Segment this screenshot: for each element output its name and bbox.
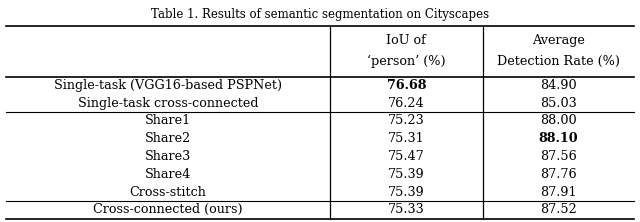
Text: Detection Rate (%): Detection Rate (%) [497, 55, 620, 68]
Text: 75.39: 75.39 [388, 186, 425, 198]
Text: 84.90: 84.90 [540, 79, 577, 92]
Text: Share2: Share2 [145, 132, 191, 145]
Text: Cross-stitch: Cross-stitch [129, 186, 207, 198]
Text: 85.03: 85.03 [540, 97, 577, 110]
Text: 76.68: 76.68 [387, 79, 426, 92]
Text: Share3: Share3 [145, 150, 191, 163]
Text: 87.56: 87.56 [540, 150, 577, 163]
Text: 75.47: 75.47 [388, 150, 425, 163]
Text: Cross-connected (ours): Cross-connected (ours) [93, 203, 243, 216]
Text: Single-task cross-connected: Single-task cross-connected [77, 97, 259, 110]
Text: 87.76: 87.76 [540, 168, 577, 181]
Text: 88.10: 88.10 [539, 132, 578, 145]
Text: 75.39: 75.39 [388, 168, 425, 181]
Text: 88.00: 88.00 [540, 115, 577, 127]
Text: Single-task (VGG16-based PSPNet): Single-task (VGG16-based PSPNet) [54, 79, 282, 92]
Text: 75.23: 75.23 [388, 115, 425, 127]
Text: Table 1. Results of semantic segmentation on Cityscapes: Table 1. Results of semantic segmentatio… [151, 8, 489, 21]
Text: Average: Average [532, 34, 585, 47]
Text: 75.31: 75.31 [388, 132, 425, 145]
Text: Share1: Share1 [145, 115, 191, 127]
Text: 87.91: 87.91 [540, 186, 577, 198]
Text: Share4: Share4 [145, 168, 191, 181]
Text: 76.24: 76.24 [388, 97, 425, 110]
Text: IoU of: IoU of [387, 34, 426, 47]
Text: ‘person’ (%): ‘person’ (%) [367, 55, 445, 68]
Text: 75.33: 75.33 [388, 203, 425, 216]
Text: 87.52: 87.52 [540, 203, 577, 216]
